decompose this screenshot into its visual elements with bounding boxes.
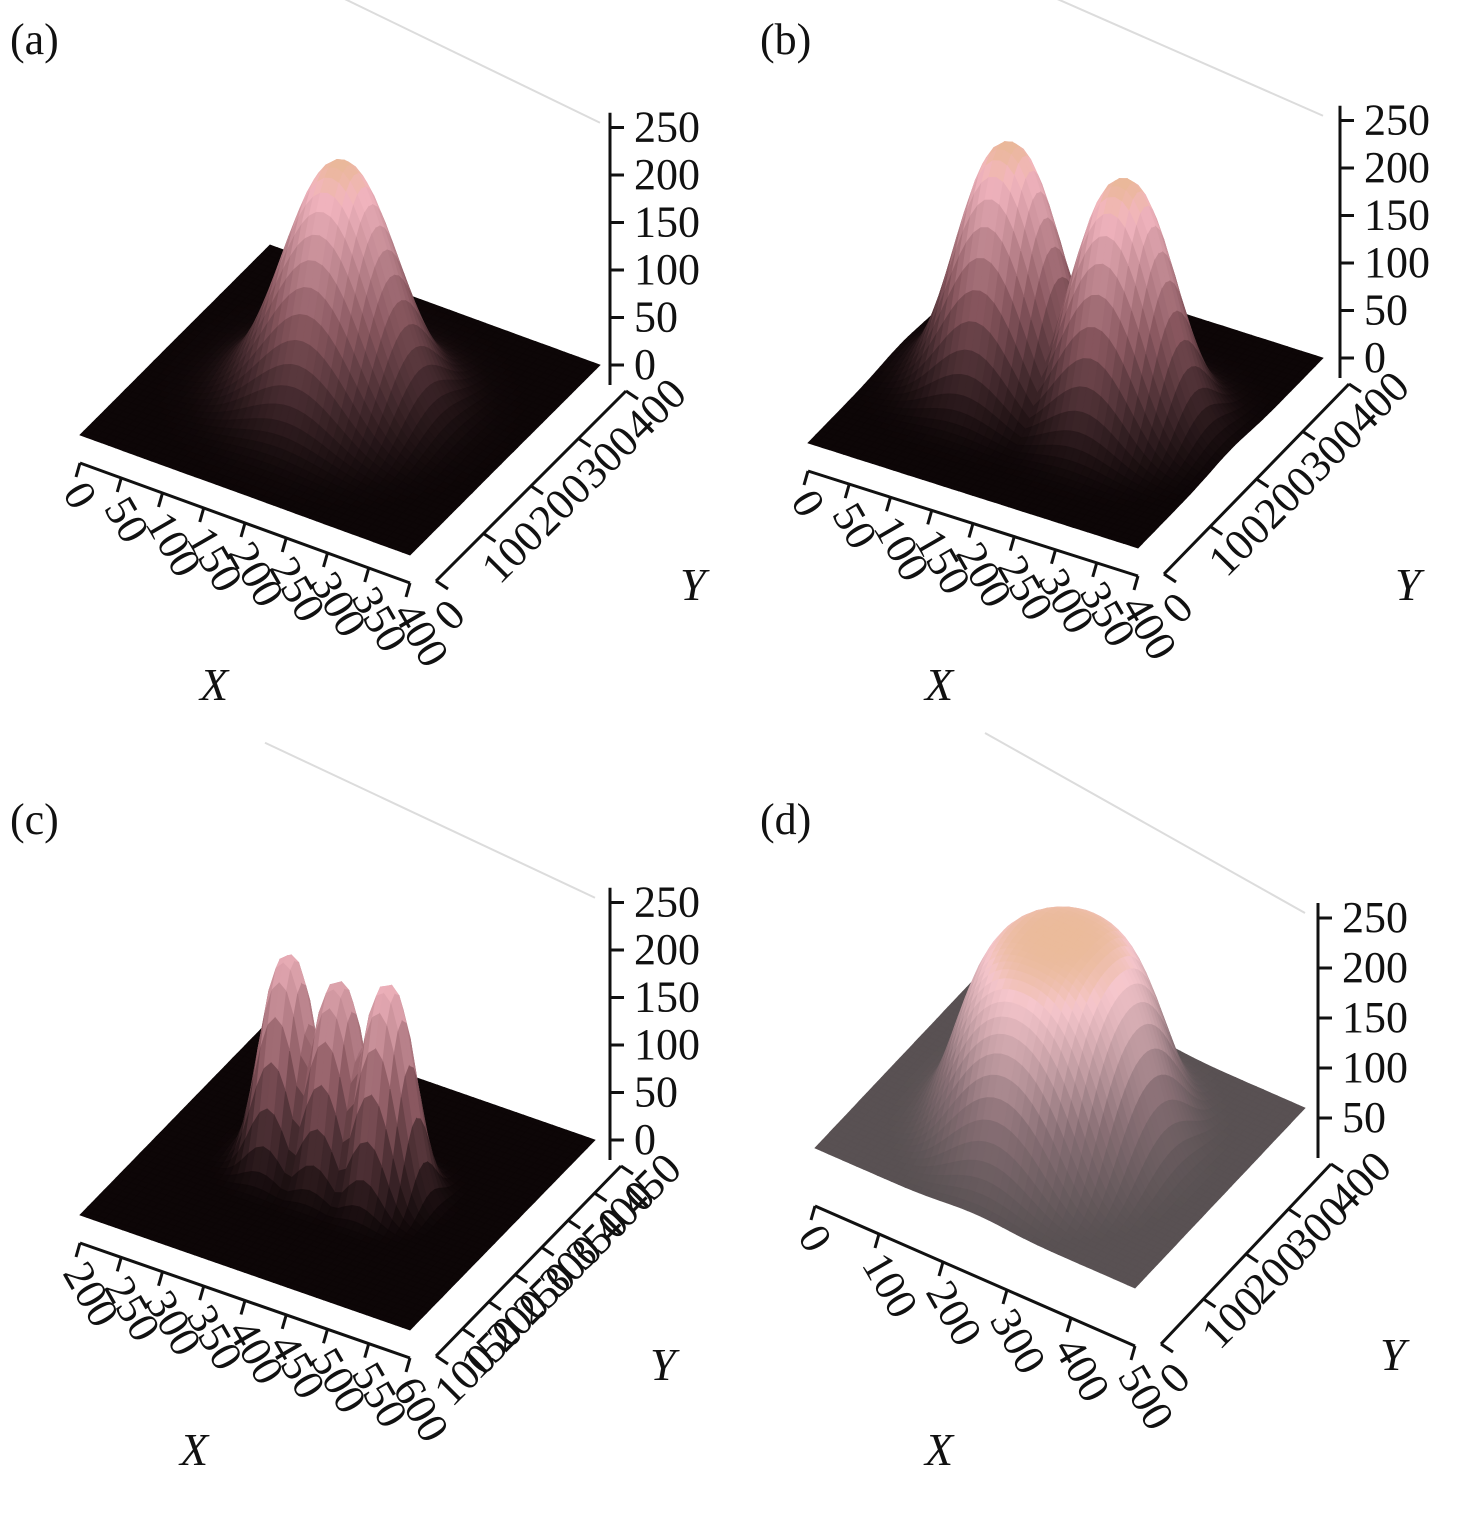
x-tick: [1010, 537, 1014, 551]
x-tick: [200, 508, 204, 522]
z-tick-label: 50: [1364, 286, 1408, 335]
x-axis-label: X: [198, 659, 230, 710]
x-tick: [804, 471, 808, 485]
z-tick-label: 100: [1364, 238, 1430, 287]
x-tick: [887, 497, 891, 511]
x-tick: [928, 510, 932, 524]
x-axis-label: X: [923, 659, 955, 710]
x-tick: [1052, 550, 1056, 564]
x-tick: [282, 538, 286, 552]
box-edge: [270, 0, 600, 123]
x-tick: [324, 553, 328, 567]
y-tick: [1164, 574, 1176, 582]
plot-box: [270, 0, 600, 123]
surface: [808, 142, 1323, 548]
plot-box: [265, 743, 595, 898]
z-tick-label: 200: [634, 150, 700, 199]
box-edge: [265, 743, 595, 898]
x-tick: [159, 493, 163, 507]
x-tick: [845, 484, 849, 498]
z-tick-label: 150: [634, 198, 700, 247]
z-tick-label: 200: [1364, 143, 1430, 192]
z-tick-label: 50: [634, 293, 678, 342]
z-tick-label: 150: [1364, 191, 1430, 240]
x-tick: [117, 478, 121, 492]
y-axis-label: Y: [1395, 559, 1425, 610]
x-tick: [969, 524, 973, 538]
x-tick: [406, 583, 410, 597]
surface-plot-a: 050100150200250050100150200250300350400X…: [0, 0, 738, 751]
surface-plot-c: 0501001502002502002503003504004505005506…: [0, 780, 738, 1531]
plot-box: [993, 0, 1323, 116]
x-tick: [76, 463, 80, 477]
z-tick-label: 250: [1364, 96, 1430, 145]
y-axis-label: Y: [680, 559, 710, 610]
x-tick: [365, 568, 369, 582]
y-tick: [436, 581, 448, 589]
z-tick-label: 100: [634, 245, 700, 294]
z-tick-label: 250: [634, 103, 700, 152]
x-tick: [1093, 563, 1097, 577]
box-edge: [993, 0, 1323, 116]
surface-plot-b: 050100150200250050100150200250300350400X…: [738, 0, 1476, 751]
x-tick: [1134, 576, 1138, 590]
x-tick: [241, 523, 245, 537]
